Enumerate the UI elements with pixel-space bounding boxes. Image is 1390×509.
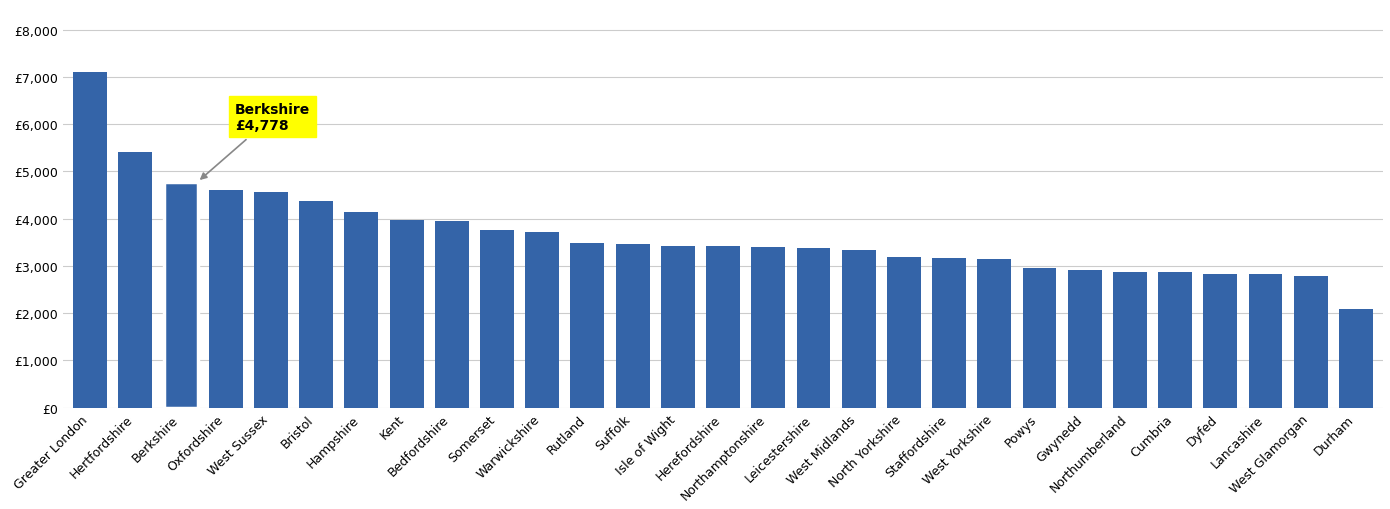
Bar (616, 245, 649, 408)
Bar (1339, 310, 1373, 408)
Bar (570, 244, 605, 408)
Bar (1068, 270, 1102, 408)
Text: Berkshire
£4,778: Berkshire £4,778 (202, 102, 310, 180)
Bar (796, 249, 830, 408)
Bar (389, 220, 424, 408)
Bar (208, 191, 243, 408)
Bar (752, 248, 785, 408)
Bar (1294, 276, 1327, 408)
Bar (435, 221, 468, 408)
Bar (1204, 274, 1237, 408)
Bar (299, 201, 334, 408)
Bar (1023, 268, 1056, 408)
Bar (1113, 272, 1147, 408)
Bar (842, 250, 876, 408)
Bar (118, 153, 153, 408)
Bar (1158, 272, 1193, 408)
Bar (887, 258, 920, 408)
Bar (164, 183, 197, 408)
Bar (480, 231, 514, 408)
Bar (345, 212, 378, 408)
Bar (933, 259, 966, 408)
Bar (525, 233, 559, 408)
Bar (660, 246, 695, 408)
Bar (74, 73, 107, 408)
Bar (1248, 275, 1283, 408)
Bar (977, 260, 1012, 408)
Bar (706, 246, 739, 408)
Bar (254, 193, 288, 408)
